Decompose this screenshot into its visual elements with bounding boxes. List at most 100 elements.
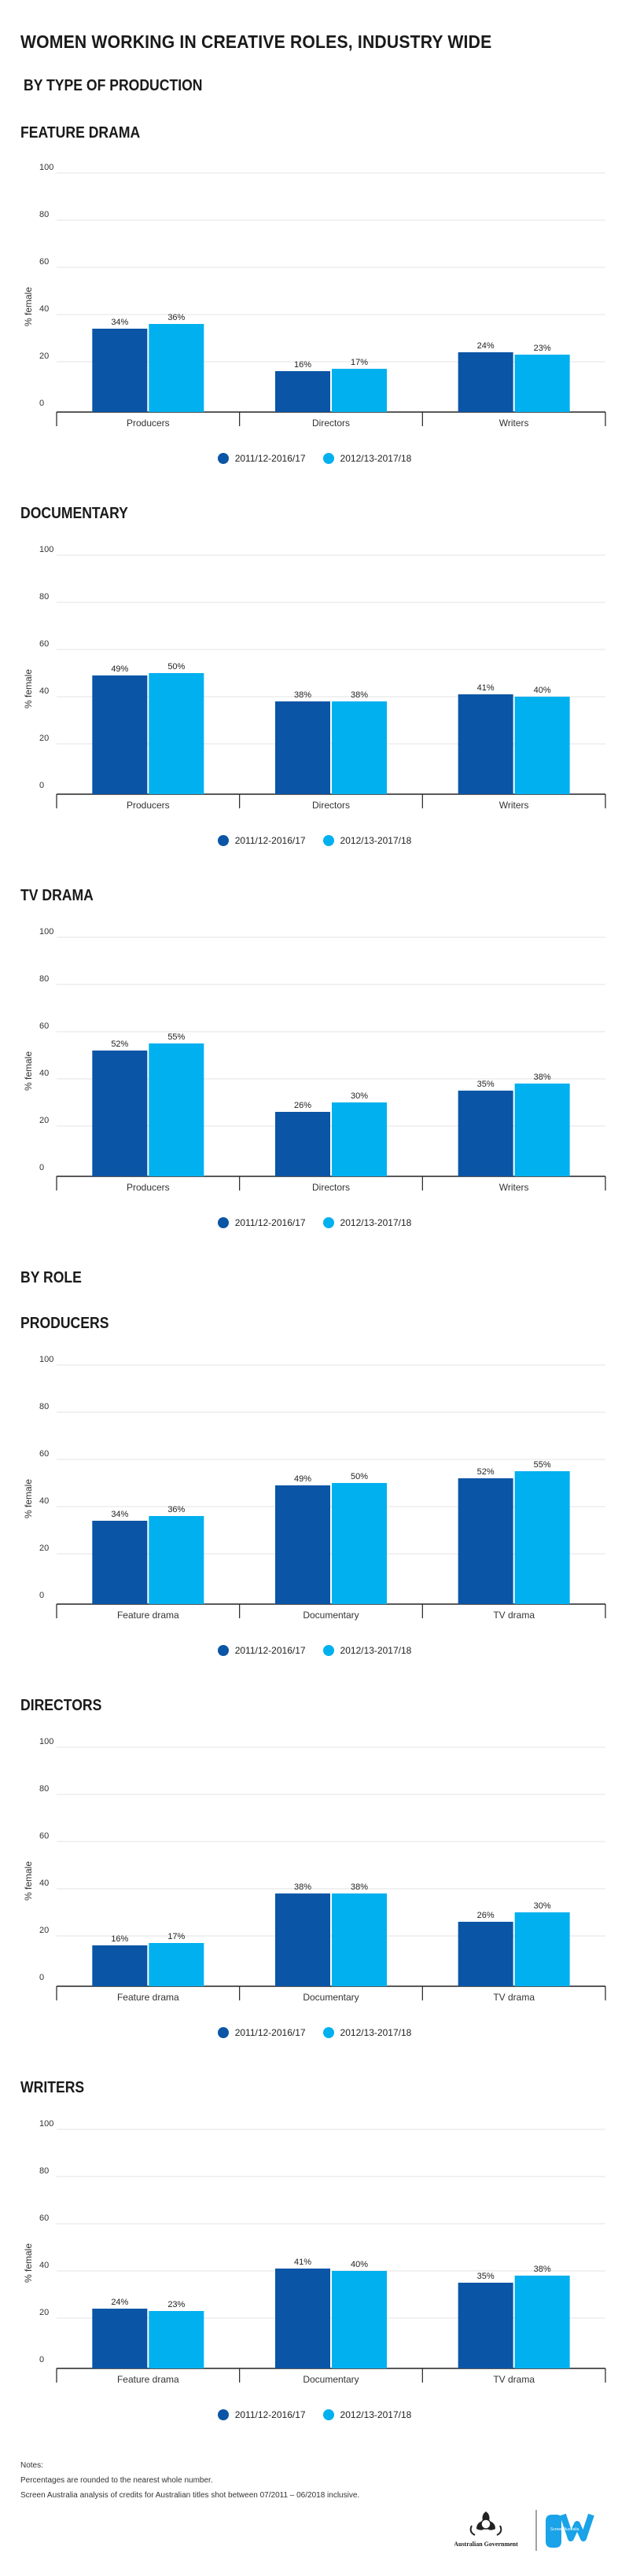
data-label: 38% — [534, 1073, 551, 1082]
bar-series1 — [92, 675, 148, 794]
bar-series1 — [458, 1091, 513, 1176]
data-label: 38% — [294, 690, 311, 700]
y-tick-label: 20 — [39, 2308, 49, 2317]
legend-label-series2: 2012/13-2017/18 — [340, 1217, 412, 1228]
y-tick-label: 0 — [39, 1163, 44, 1172]
bar-series2 — [514, 1912, 570, 1986]
data-label: 41% — [477, 683, 495, 693]
y-tick-label: 60 — [39, 2214, 49, 2223]
bar-series1 — [458, 2283, 513, 2368]
data-label: 17% — [167, 1932, 185, 1941]
data-label: 35% — [477, 1080, 495, 1089]
chart-title: DOCUMENTARY — [20, 505, 128, 522]
y-tick-label: 40 — [39, 2261, 49, 2270]
x-tick-label: Directors — [312, 1182, 350, 1193]
data-label: 17% — [351, 358, 368, 367]
chart-title: WRITERS — [20, 2079, 85, 2096]
x-tick-label: Directors — [312, 418, 350, 429]
x-tick-label: TV drama — [493, 1992, 535, 2003]
bar-series2 — [514, 1084, 570, 1176]
bar-series2 — [149, 324, 204, 412]
x-tick-label: TV drama — [493, 2374, 535, 2385]
y-tick-label: 100 — [39, 927, 53, 937]
bar-series1 — [275, 701, 330, 794]
y-tick-label: 0 — [39, 399, 44, 408]
chart-block: 0 20 40 60 80 100 % female 24% 23% Feature drama 4… — [0, 2114, 629, 2444]
y-axis-label: % female — [23, 287, 34, 326]
bar-series1 — [92, 329, 148, 412]
legend: 2011/12-2016/17 2012/13-2017/18 — [0, 1645, 629, 1656]
legend-item-series1: 2011/12-2016/17 — [217, 1645, 306, 1656]
bar-series2 — [514, 1471, 570, 1604]
y-axis-label: % female — [23, 1051, 34, 1091]
legend: 2011/12-2016/17 2012/13-2017/18 — [0, 2027, 629, 2038]
legend-swatch-series2 — [322, 2027, 334, 2038]
data-label: 36% — [167, 1505, 185, 1514]
y-tick-label: 0 — [39, 781, 44, 790]
legend-swatch-series2 — [322, 835, 334, 846]
bar-series1 — [458, 1478, 513, 1604]
x-tick-label: Producers — [127, 1182, 170, 1193]
legend-item-series2: 2012/13-2017/18 — [322, 1645, 411, 1656]
x-tick-label: Directors — [312, 800, 350, 811]
bar-series2 — [332, 1483, 387, 1604]
page-title: WOMEN WORKING IN CREATIVE ROLES, INDUSTR… — [20, 31, 492, 52]
chart-block: 0 20 40 60 80 100 % female 34% 36% Feature drama 4… — [0, 1349, 629, 1680]
x-tick-label: Documentary — [303, 1992, 359, 2003]
data-label: 38% — [351, 1882, 368, 1892]
data-label: 30% — [351, 1091, 368, 1101]
data-label: 16% — [111, 1934, 128, 1944]
data-label: 49% — [294, 1474, 311, 1484]
x-tick-label: TV drama — [493, 1610, 535, 1621]
y-axis-label: % female — [23, 669, 34, 708]
y-tick-label: 100 — [39, 163, 53, 172]
x-tick-label: Feature drama — [117, 2374, 179, 2385]
legend: 2011/12-2016/17 2012/13-2017/18 — [0, 453, 629, 464]
bar-series1 — [275, 1112, 330, 1176]
bar-series2 — [514, 2276, 570, 2368]
x-tick-label: Writers — [499, 1182, 529, 1193]
y-tick-label: 60 — [39, 639, 49, 649]
y-tick-label: 20 — [39, 1116, 49, 1125]
data-label: 24% — [477, 341, 495, 351]
y-tick-label: 40 — [39, 1496, 49, 1506]
bar-series2 — [332, 1102, 387, 1176]
legend-swatch-series2 — [322, 1645, 334, 1656]
bar-series1 — [275, 1893, 330, 1986]
legend-swatch-series1 — [217, 1217, 229, 1228]
legend-item-series2: 2012/13-2017/18 — [322, 2409, 411, 2420]
legend-item-series1: 2011/12-2016/17 — [217, 2409, 306, 2420]
x-tick-label: Writers — [499, 418, 529, 429]
y-axis-label: % female — [23, 1861, 34, 1901]
y-tick-label: 80 — [39, 1784, 49, 1794]
y-tick-label: 60 — [39, 257, 49, 267]
y-tick-label: 80 — [39, 974, 49, 984]
data-label: 24% — [111, 2298, 128, 2307]
x-tick-label: Documentary — [303, 2374, 359, 2385]
agency-label: Screen Australia — [550, 2527, 579, 2532]
data-label: 55% — [167, 1032, 185, 1042]
x-tick-label: Feature drama — [117, 1610, 179, 1621]
notes-line-source: Screen Australia analysis of credits for… — [20, 2491, 360, 2500]
legend: 2011/12-2016/17 2012/13-2017/18 — [0, 1217, 629, 1228]
bar-series1 — [275, 1485, 330, 1604]
bar-series2 — [149, 1043, 204, 1176]
bar-series1 — [275, 371, 330, 412]
legend-label-series1: 2011/12-2016/17 — [234, 2409, 306, 2420]
y-tick-label: 80 — [39, 210, 49, 219]
bar-series1 — [92, 1051, 148, 1176]
y-tick-label: 60 — [39, 1831, 49, 1841]
legend-item-series1: 2011/12-2016/17 — [217, 2027, 306, 2038]
chart-block: 0 20 40 60 80 100 % female 16% 17% Feature drama 3… — [0, 1731, 629, 2062]
data-label: 40% — [351, 2260, 368, 2269]
legend-label-series1: 2011/12-2016/17 — [234, 1645, 306, 1656]
data-label: 34% — [111, 318, 128, 327]
legend: 2011/12-2016/17 2012/13-2017/18 — [0, 2409, 629, 2420]
data-label: 50% — [167, 662, 185, 672]
chart-block: 0 20 40 60 80 100 % female 34% 36% Producers 16% 17… — [0, 157, 629, 488]
legend-swatch-series1 — [217, 1645, 229, 1656]
legend-label-series1: 2011/12-2016/17 — [234, 835, 306, 846]
legend-label-series1: 2011/12-2016/17 — [234, 1217, 306, 1228]
chart-block: 0 20 40 60 80 100 % female 49% 50% Producers 38% 38… — [0, 539, 629, 870]
legend-item-series1: 2011/12-2016/17 — [217, 835, 306, 846]
